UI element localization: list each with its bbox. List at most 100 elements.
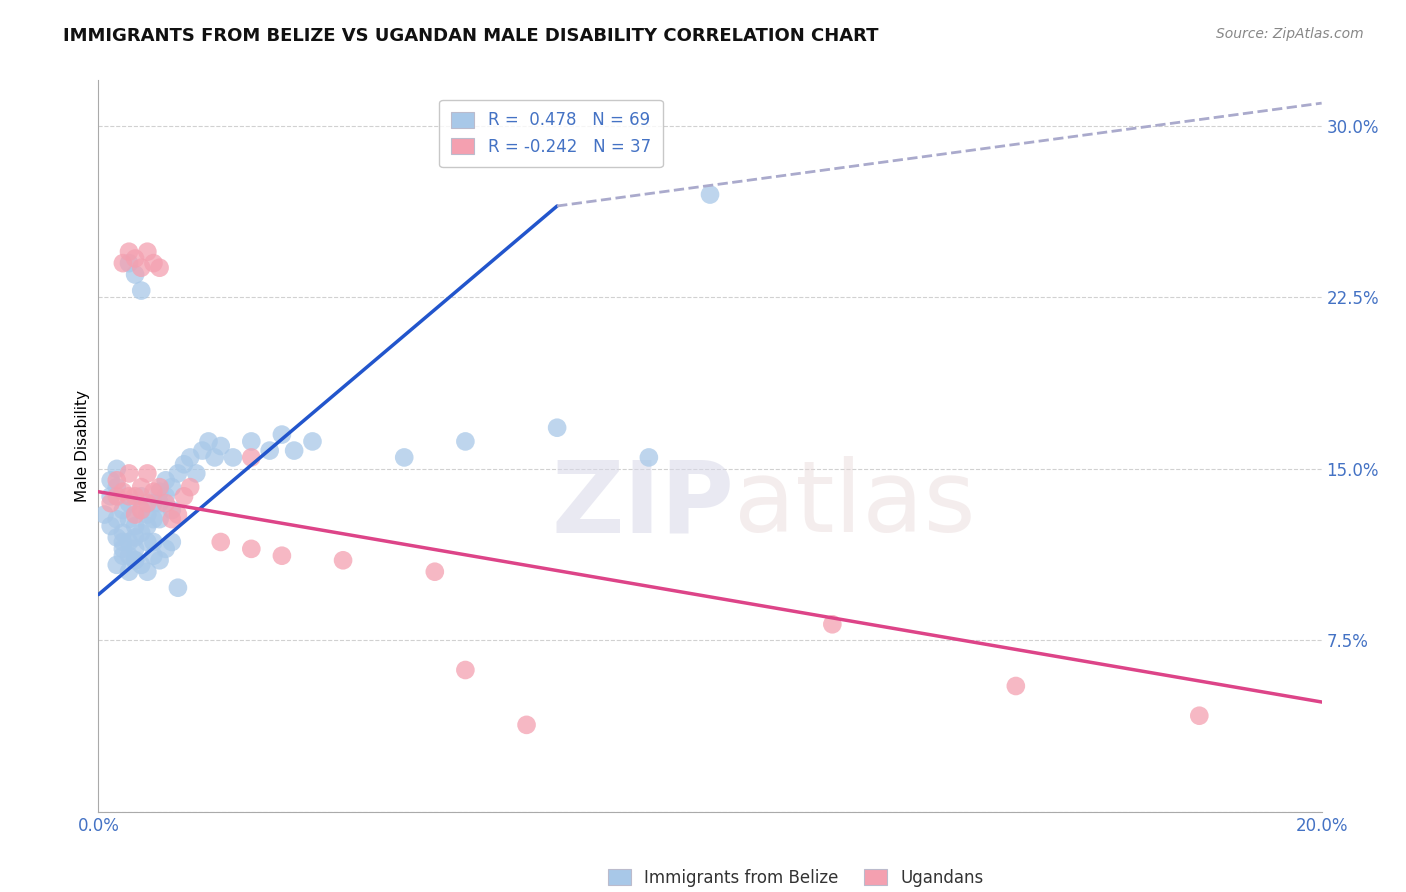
Point [1188,708,1211,723]
Point [637,450,661,465]
Point [423,565,446,579]
Point [136,467,159,481]
Point [160,512,183,526]
Point [283,443,305,458]
Point [516,718,538,732]
Point [142,484,165,499]
Point [129,503,152,517]
Point [124,553,146,567]
Point [111,535,134,549]
Point [332,553,354,567]
Point [105,512,128,526]
Y-axis label: Male Disability: Male Disability [75,390,90,502]
Point [149,512,172,526]
Point [111,541,134,556]
Point [149,260,172,275]
Point [204,450,226,465]
Point [209,535,232,549]
Point [100,489,122,503]
Point [118,565,141,579]
Point [142,512,165,526]
Point [124,553,146,567]
Point [160,503,183,517]
Point [179,450,201,465]
Point [129,284,152,298]
Point [100,519,122,533]
Point [105,558,128,572]
Point [129,503,152,517]
Point [392,450,416,465]
Point [240,434,263,449]
Point [173,458,195,472]
Point [118,244,141,259]
Point [100,473,122,487]
Point [454,434,477,449]
Point [118,535,141,549]
Point [222,450,245,465]
Point [124,508,146,522]
Point [142,535,165,549]
Point [129,489,152,503]
Point [111,256,134,270]
Point [124,268,146,282]
Point [155,489,177,503]
Point [105,480,128,494]
Point [142,256,165,270]
Point [118,549,141,563]
Point [454,663,477,677]
Point [136,496,159,510]
Point [1004,679,1026,693]
Point [155,541,177,556]
Point [100,496,122,510]
Point [136,535,159,549]
Point [270,427,292,442]
Point [209,439,232,453]
Point [699,187,721,202]
Text: atlas: atlas [734,456,976,553]
Point [93,508,115,522]
Point [111,484,134,499]
Point [111,549,134,563]
Point [197,434,219,449]
Point [136,519,159,533]
Point [105,473,128,487]
Legend: Immigrants from Belize, Ugandans: Immigrants from Belize, Ugandans [599,860,993,892]
Point [129,260,152,275]
Point [129,525,152,540]
Point [270,549,292,563]
Point [167,467,190,481]
Point [149,553,172,567]
Point [136,565,159,579]
Point [149,496,172,510]
Point [124,519,146,533]
Point [142,549,165,563]
Point [124,252,146,266]
Point [105,462,128,476]
Point [111,525,134,540]
Point [240,450,263,465]
Point [149,484,172,499]
Point [259,443,281,458]
Point [124,489,146,503]
Point [124,530,146,544]
Point [546,421,568,435]
Point [142,496,165,510]
Point [129,480,152,494]
Point [821,617,844,632]
Point [167,581,190,595]
Text: IMMIGRANTS FROM BELIZE VS UGANDAN MALE DISABILITY CORRELATION CHART: IMMIGRANTS FROM BELIZE VS UGANDAN MALE D… [63,27,879,45]
Point [118,256,141,270]
Point [136,244,159,259]
Point [191,443,214,458]
Text: ZIP: ZIP [551,456,734,553]
Point [136,508,159,522]
Point [186,467,208,481]
Point [118,512,141,526]
Text: Source: ZipAtlas.com: Source: ZipAtlas.com [1216,27,1364,41]
Point [155,496,177,510]
Point [118,489,141,503]
Point [105,489,128,503]
Point [124,541,146,556]
Point [167,508,190,522]
Point [149,480,172,494]
